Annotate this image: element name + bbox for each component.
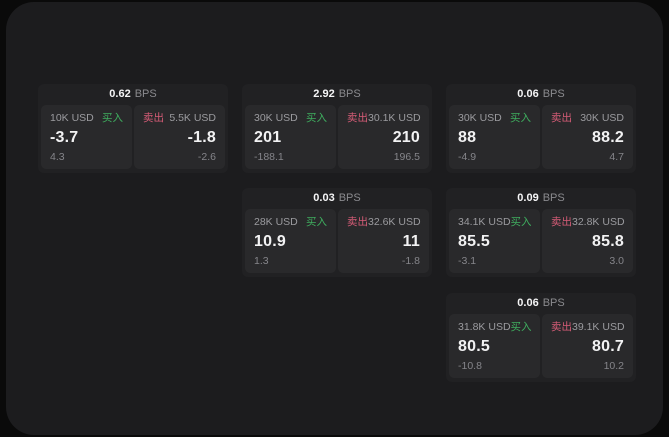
sell-delta: -2.6 bbox=[197, 151, 216, 163]
buy-price: 10.9 bbox=[254, 233, 286, 250]
sell-panel[interactable]: 卖出 32.8K USD 85.8 3.0 bbox=[542, 209, 633, 273]
sell-panel[interactable]: 卖出 5.5K USD -1.8 -2.6 bbox=[134, 105, 225, 169]
bps-header: 0.03 BPS bbox=[242, 188, 432, 209]
sell-amount: 39.1K USD bbox=[572, 321, 625, 333]
sell-delta: 3.0 bbox=[609, 255, 624, 267]
buy-panel[interactable]: 34.1K USD 买入 85.5 -3.1 bbox=[449, 209, 540, 273]
spread-card: 0.06 BPS 30K USD 买入 88 -4.9 卖出 30K USD 8… bbox=[446, 84, 636, 173]
buy-price: 85.5 bbox=[458, 233, 490, 250]
spread-card: 0.06 BPS 31.8K USD 买入 80.5 -10.8 卖出 39.1… bbox=[446, 293, 636, 382]
spread-card: 0.62 BPS 10K USD 买入 -3.7 4.3 卖出 5.5K USD… bbox=[38, 84, 228, 173]
spread-card: 2.92 BPS 30K USD 买入 201 -188.1 卖出 30.1K … bbox=[242, 84, 432, 173]
sell-side-label: 卖出 bbox=[551, 112, 572, 124]
sell-side-label: 卖出 bbox=[551, 321, 572, 333]
spread-card: 0.03 BPS 28K USD 买入 10.9 1.3 卖出 32.6K US… bbox=[242, 188, 432, 277]
buy-amount: 10K USD bbox=[50, 112, 94, 124]
buy-delta: -4.9 bbox=[458, 151, 477, 163]
sell-side-label: 卖出 bbox=[347, 216, 368, 228]
buy-amount: 34.1K USD bbox=[458, 216, 511, 228]
sell-amount: 30.1K USD bbox=[368, 112, 421, 124]
buy-panel[interactable]: 28K USD 买入 10.9 1.3 bbox=[245, 209, 336, 273]
quote-panels: 28K USD 买入 10.9 1.3 卖出 32.6K USD 11 -1.8 bbox=[242, 209, 432, 273]
sell-delta: 4.7 bbox=[609, 151, 624, 163]
buy-amount: 31.8K USD bbox=[458, 321, 511, 333]
sell-price: 11 bbox=[402, 233, 420, 250]
sell-delta: -1.8 bbox=[401, 255, 420, 267]
sell-side-label: 卖出 bbox=[551, 216, 572, 228]
bps-header: 2.92 BPS bbox=[242, 84, 432, 105]
buy-side-label: 买入 bbox=[306, 112, 327, 124]
buy-price: 201 bbox=[254, 129, 282, 146]
bps-unit-label: BPS bbox=[338, 192, 361, 204]
buy-side-label: 买入 bbox=[102, 112, 123, 124]
sell-price: 85.8 bbox=[592, 233, 624, 250]
buy-delta: 4.3 bbox=[50, 151, 65, 163]
buy-panel[interactable]: 30K USD 买入 201 -188.1 bbox=[245, 105, 336, 169]
bps-header: 0.62 BPS bbox=[38, 84, 228, 105]
sell-delta: 10.2 bbox=[603, 360, 624, 372]
sell-price: 80.7 bbox=[592, 338, 624, 355]
buy-side-label: 买入 bbox=[510, 321, 532, 333]
buy-price: -3.7 bbox=[50, 129, 79, 146]
spread-card: 0.09 BPS 34.1K USD 买入 85.5 -3.1 卖出 32.8K… bbox=[446, 188, 636, 277]
bps-header: 0.09 BPS bbox=[446, 188, 636, 209]
buy-panel[interactable]: 10K USD 买入 -3.7 4.3 bbox=[41, 105, 132, 169]
bps-value: 0.06 bbox=[517, 297, 539, 309]
sell-price: -1.8 bbox=[187, 129, 216, 146]
sell-amount: 5.5K USD bbox=[169, 112, 216, 124]
buy-panel[interactable]: 30K USD 买入 88 -4.9 bbox=[449, 105, 540, 169]
bps-unit-label: BPS bbox=[338, 88, 361, 100]
buy-delta: -188.1 bbox=[254, 151, 284, 163]
bps-unit-label: BPS bbox=[542, 192, 565, 204]
sell-delta: 196.5 bbox=[393, 151, 420, 163]
buy-amount: 30K USD bbox=[254, 112, 298, 124]
quote-panels: 30K USD 买入 88 -4.9 卖出 30K USD 88.2 4.7 bbox=[446, 105, 636, 169]
sell-price: 210 bbox=[392, 129, 420, 146]
buy-price: 88 bbox=[458, 129, 477, 146]
bps-value: 0.62 bbox=[109, 88, 131, 100]
buy-delta: 1.3 bbox=[254, 255, 269, 267]
bps-unit-label: BPS bbox=[542, 88, 565, 100]
bps-value: 0.03 bbox=[313, 192, 335, 204]
bps-value: 0.09 bbox=[517, 192, 539, 204]
sell-panel[interactable]: 卖出 32.6K USD 11 -1.8 bbox=[338, 209, 429, 273]
sell-side-label: 卖出 bbox=[143, 112, 164, 124]
sell-amount: 32.6K USD bbox=[368, 216, 421, 228]
sell-panel[interactable]: 卖出 30K USD 88.2 4.7 bbox=[542, 105, 633, 169]
buy-amount: 30K USD bbox=[458, 112, 502, 124]
sell-panel[interactable]: 卖出 39.1K USD 80.7 10.2 bbox=[542, 314, 633, 378]
quote-panels: 34.1K USD 买入 85.5 -3.1 卖出 32.8K USD 85.8… bbox=[446, 209, 636, 273]
buy-delta: -3.1 bbox=[458, 255, 477, 267]
sell-panel[interactable]: 卖出 30.1K USD 210 196.5 bbox=[338, 105, 429, 169]
sell-price: 88.2 bbox=[592, 129, 624, 146]
bps-unit-label: BPS bbox=[134, 88, 157, 100]
bps-unit-label: BPS bbox=[542, 297, 565, 309]
buy-side-label: 买入 bbox=[510, 216, 532, 228]
bps-header: 0.06 BPS bbox=[446, 84, 636, 105]
sell-amount: 30K USD bbox=[580, 112, 624, 124]
buy-delta: -10.8 bbox=[458, 360, 482, 372]
buy-side-label: 买入 bbox=[306, 216, 327, 228]
sell-side-label: 卖出 bbox=[347, 112, 368, 124]
bps-value: 0.06 bbox=[517, 88, 539, 100]
bps-header: 0.06 BPS bbox=[446, 293, 636, 314]
buy-price: 80.5 bbox=[458, 338, 490, 355]
buy-side-label: 买入 bbox=[510, 112, 531, 124]
quote-panels: 30K USD 买入 201 -188.1 卖出 30.1K USD 210 1… bbox=[242, 105, 432, 169]
bps-value: 2.92 bbox=[313, 88, 335, 100]
buy-amount: 28K USD bbox=[254, 216, 298, 228]
quote-panels: 10K USD 买入 -3.7 4.3 卖出 5.5K USD -1.8 -2.… bbox=[38, 105, 228, 169]
buy-panel[interactable]: 31.8K USD 买入 80.5 -10.8 bbox=[449, 314, 540, 378]
quote-panels: 31.8K USD 买入 80.5 -10.8 卖出 39.1K USD 80.… bbox=[446, 314, 636, 378]
sell-amount: 32.8K USD bbox=[572, 216, 625, 228]
